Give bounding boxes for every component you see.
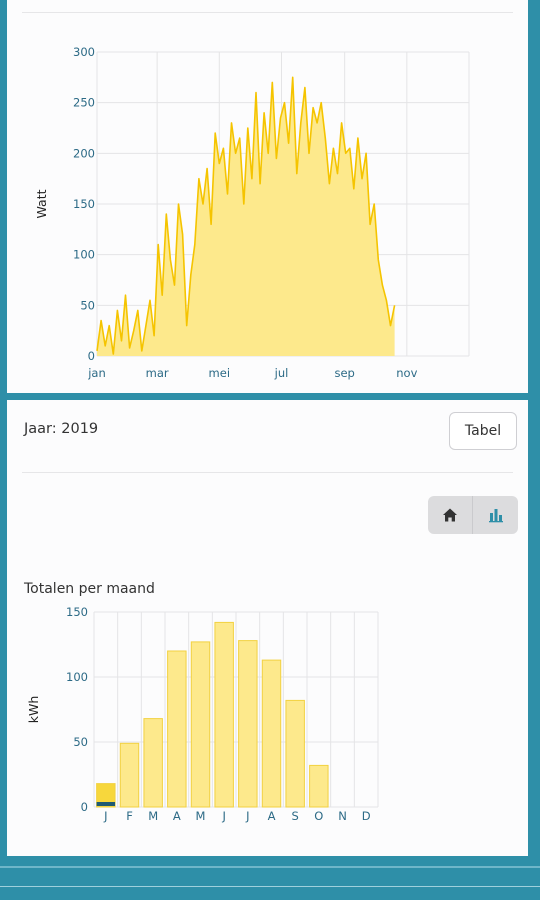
x-tick-label-1: mar [146, 366, 169, 380]
month-bar-1 [119, 742, 140, 808]
home-button[interactable] [428, 496, 473, 534]
monthly-chart-title: Totalen per maand [24, 581, 155, 597]
month-label-1: F [126, 809, 133, 823]
bar-y-tick-label-0: 0 [81, 800, 88, 814]
power-line [96, 76, 396, 355]
month-label-3: A [173, 809, 181, 823]
daily-power-chart: 0 50 100 150 200 250 300 jan mar mei jul sep nov Watt [34, 45, 470, 380]
x-tick-label-2: mei [209, 366, 230, 380]
y-axis-title: Watt [34, 189, 49, 218]
top-divider [22, 12, 513, 13]
footer-line [0, 866, 540, 868]
month-bar-4 [190, 641, 211, 808]
month-bar-7 [261, 659, 282, 808]
x-tick-label-4: sep [334, 366, 354, 380]
y-tick-label-1: 50 [80, 298, 95, 312]
month-bar-8 [285, 699, 305, 808]
month-label-7: A [268, 809, 276, 823]
bar-chart-button[interactable] [473, 496, 518, 534]
month-bar-0 [96, 783, 116, 808]
y-tick-label-5: 250 [73, 96, 95, 110]
y-tick-label-0: 0 [88, 349, 95, 363]
x-tick-label-0: jan [87, 366, 106, 380]
y-tick-label-2: 100 [73, 248, 95, 262]
bar-y-tick-label-3: 150 [66, 605, 88, 619]
bar-y-tick-label-2: 100 [66, 670, 88, 684]
table-button[interactable]: Tabel [449, 412, 517, 450]
year-label: Jaar: 2019 [24, 421, 99, 437]
panel-divider [22, 472, 513, 473]
y-tick-label-6: 300 [73, 45, 95, 59]
month-label-5: J [221, 809, 225, 823]
month-label-9: O [314, 809, 323, 823]
month-bar-5 [214, 621, 234, 808]
month-label-0: J [103, 809, 107, 823]
month-label-11: D [362, 809, 371, 823]
x-tick-label-5: nov [396, 366, 417, 380]
selected-month-marker [96, 802, 116, 806]
power-area [97, 77, 395, 357]
month-label-2: M [148, 809, 158, 823]
bar-y-axis-title: kWh [26, 696, 41, 724]
view-toggle-group [428, 496, 518, 534]
month-bar-2 [143, 718, 163, 808]
month-bar-6 [238, 640, 258, 808]
month-label-4: M [196, 809, 206, 823]
month-label-10: N [338, 809, 347, 823]
home-icon [443, 508, 457, 522]
monthly-totals-chart: 0 50 100 150 kWh J F M A M J J A S O N D [26, 605, 379, 823]
monthly-totals-card: Jaar: 2019 Tabel Totalen per maand 0 50 10… [7, 400, 528, 856]
month-label-6: J [245, 809, 249, 823]
y-tick-label-4: 200 [73, 146, 95, 160]
footer-line-2 [0, 886, 540, 887]
daily-power-card: 0 50 100 150 200 250 300 jan mar mei jul sep nov Watt [7, 0, 528, 393]
x-tick-label-3: jul [274, 366, 289, 380]
month-bar-9 [309, 764, 329, 808]
y-tick-label-3: 150 [73, 197, 95, 211]
bar-chart-icon [488, 509, 503, 523]
month-bar-3 [167, 650, 187, 808]
month-label-8: S [292, 809, 299, 823]
bar-y-tick-label-1: 50 [73, 735, 88, 749]
